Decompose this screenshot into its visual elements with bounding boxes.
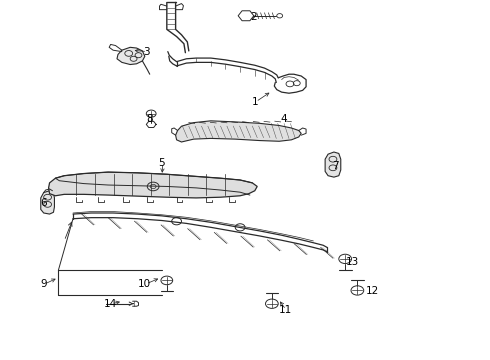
Text: 12: 12 (366, 286, 379, 296)
Text: 10: 10 (138, 279, 151, 289)
Text: 6: 6 (40, 198, 47, 208)
Text: 8: 8 (147, 114, 153, 124)
Text: 2: 2 (250, 12, 257, 22)
Polygon shape (41, 191, 54, 214)
Polygon shape (175, 121, 301, 142)
Text: 1: 1 (251, 97, 258, 107)
Polygon shape (117, 47, 145, 64)
Text: 3: 3 (143, 46, 149, 57)
Text: 13: 13 (346, 257, 359, 267)
Text: 9: 9 (40, 279, 47, 289)
Text: 4: 4 (281, 114, 288, 124)
Polygon shape (49, 172, 257, 198)
Text: 7: 7 (332, 161, 339, 171)
Text: 5: 5 (159, 158, 165, 168)
Polygon shape (325, 152, 341, 177)
Text: 11: 11 (278, 305, 292, 315)
Text: 14: 14 (104, 299, 117, 309)
